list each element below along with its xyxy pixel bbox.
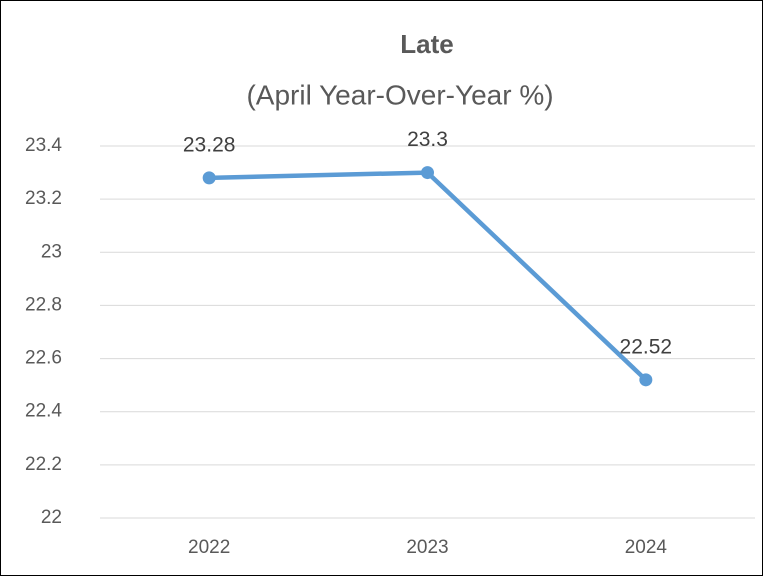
y-tick-label: 23 [41,241,62,262]
y-tick-label: 22.6 [25,348,62,369]
data-point [639,373,653,387]
y-tick-label: 22.4 [25,401,62,422]
data-label: 22.52 [620,335,673,358]
y-tick-label: 23.2 [25,188,62,209]
data-label: 23.28 [183,133,236,156]
y-tick-label: 22.2 [25,454,62,475]
x-tick-label: 2024 [625,537,668,558]
y-tick-label: 22 [41,507,62,528]
y-tick-label: 22.8 [25,294,62,315]
x-tick-label: 2023 [406,537,448,558]
data-label: 23.3 [407,128,448,151]
chart-subtitle: (April Year-Over-Year %) [246,79,553,110]
data-point [421,166,434,180]
chart-title: Late [400,29,453,59]
x-tick-label: 2022 [188,537,230,558]
data-point [202,171,216,185]
y-tick-label: 23.4 [25,135,62,156]
